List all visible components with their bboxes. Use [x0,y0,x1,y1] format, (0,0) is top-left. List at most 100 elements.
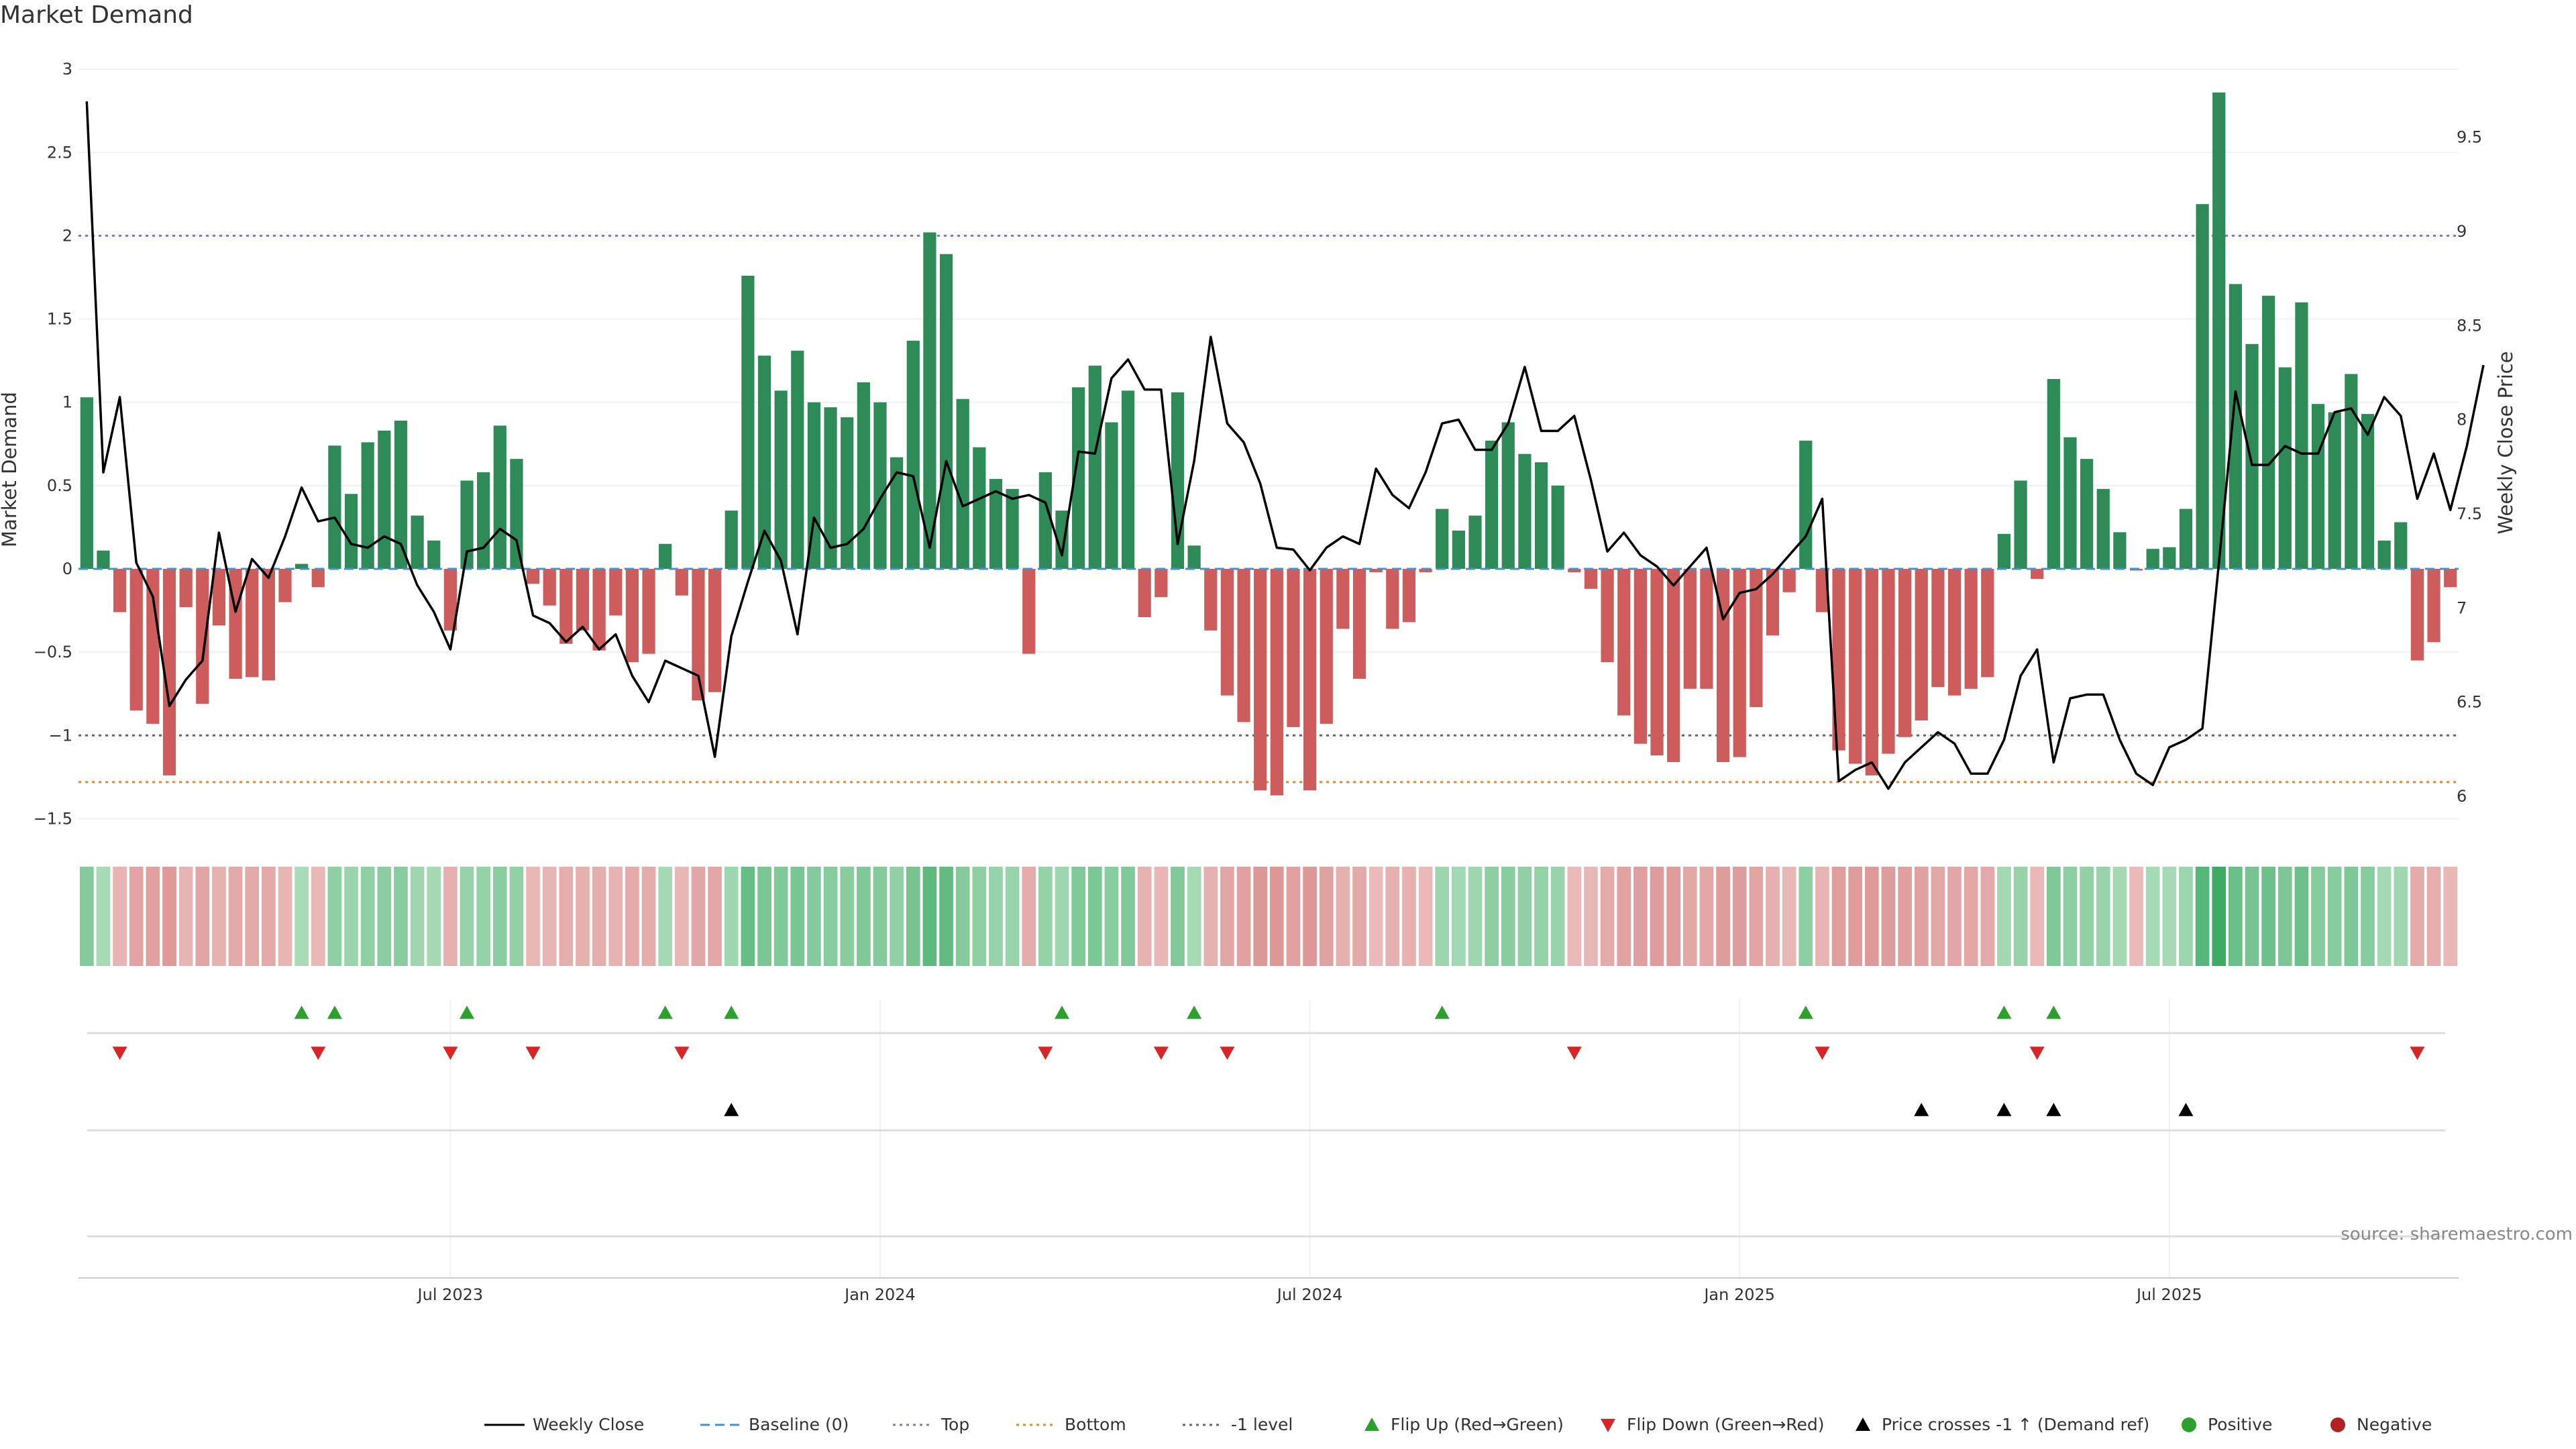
demand-bar [1121,390,1135,569]
intensity-cell [1038,867,1053,966]
demand-bar [1799,440,1813,569]
demand-bar [394,421,408,569]
demand-bar [1237,569,1250,722]
legend-label: Bottom [1065,1415,1126,1434]
demand-bar [2361,414,2375,569]
y-right-tick-label: 8.5 [2457,316,2482,335]
demand-bar [1055,511,1069,569]
demand-bar [642,569,655,654]
demand-bar [1204,569,1218,631]
intensity-cell [2361,867,2375,966]
y-left-tick-label: 2.5 [47,143,72,162]
flip-down-marker [1566,1046,1582,1060]
legend-item: Negative [2330,1415,2432,1434]
intensity-cell [1319,867,1334,966]
intensity-cell [2046,867,2061,966]
demand-bar [1138,569,1151,618]
intensity-cell [2229,867,2243,966]
intensity-cell [377,867,392,966]
demand-bar [493,425,506,569]
flip-down-marker [1815,1046,1830,1060]
intensity-cell [1368,867,1383,966]
intensity-cell [261,867,276,966]
y-right-tick-label: 6.5 [2457,693,2482,712]
intensity-cell [1815,867,1829,966]
demand-bar [1915,569,1928,720]
intensity-cell [1501,867,1515,966]
demand-bar [2394,522,2408,569]
flip-down-marker [1038,1046,1053,1060]
demand-bar [2096,488,2110,569]
x-tick-label: Jul 2025 [2135,1285,2202,1304]
demand-bar [212,569,226,626]
flip-down-marker [2410,1046,2425,1060]
demand-bar [1534,462,1548,569]
demand-bar [757,356,771,569]
demand-bar [2212,92,2226,569]
intensity-cell [178,867,193,966]
intensity-cell [113,867,127,966]
demand-bar [328,445,341,569]
intensity-cell [1137,867,1152,966]
intensity-cell [2080,867,2094,966]
demand-bar [1072,387,1085,569]
intensity-cell [2212,867,2226,966]
demand-bar [1452,530,1465,569]
intensity-cell [327,867,342,966]
demand-bar [956,398,969,569]
intensity-cell [1071,867,1086,966]
intensity-cell [1352,867,1366,966]
y-left-tick-label: 2 [62,226,72,245]
source-label: source: sharemaestro.com [2341,1224,2573,1244]
legend-label: Weekly Close [533,1415,644,1434]
x-tick-label: Jul 2023 [417,1285,484,1304]
demand-bar [2080,459,2094,569]
demand-bar [526,569,540,584]
intensity-cell [625,867,639,966]
intensity-cell [1402,867,1416,966]
demand-bar [1518,453,1532,569]
flip-up-marker [327,1006,342,1019]
intensity-cell [1451,867,1466,966]
y-right-tick-label: 7 [2457,598,2467,617]
intensity-cell [1864,867,1879,966]
legend-label: Negative [2357,1415,2432,1434]
intensity-cell [2030,867,2045,966]
y-right-axis-title: Weekly Close Price [2494,352,2517,535]
x-tick-label: Jan 2025 [1703,1285,1775,1304]
intensity-cell [906,867,920,966]
demand-bar [1551,485,1564,569]
intensity-cell [1171,867,1185,966]
demand-bar [129,569,143,711]
demand-bar [262,569,275,681]
intensity-cell [1485,867,1499,966]
y-left-tick-label: 1 [62,393,72,412]
intensity-cell [559,867,574,966]
demand-bar [1667,569,1680,763]
demand-bar [1633,569,1647,744]
demand-bar [824,407,837,569]
intensity-cell [873,867,888,966]
demand-bar [939,254,953,569]
intensity-cell [1203,867,1218,966]
demand-bar [1782,569,1796,592]
demand-bar [1898,569,1912,737]
intensity-cell [1534,867,1548,966]
demand-bar [1468,515,1482,569]
intensity-cell [1881,867,1896,966]
demand-bar [857,382,870,569]
intensity-cell [1699,867,1714,966]
flip-up-marker [1798,1006,1813,1019]
intensity-cell [1766,867,1780,966]
demand-bar [2014,480,2027,569]
demand-bar [146,569,160,724]
intensity-cell [856,867,871,966]
demand-bar [443,569,457,631]
flip-down-marker [1220,1046,1235,1060]
intensity-cell [294,867,309,966]
y-right-tick-label: 6 [2457,787,2467,806]
demand-bar [791,350,804,569]
intensity-cell [1682,867,1697,966]
flip-down-marker [2029,1046,2045,1060]
